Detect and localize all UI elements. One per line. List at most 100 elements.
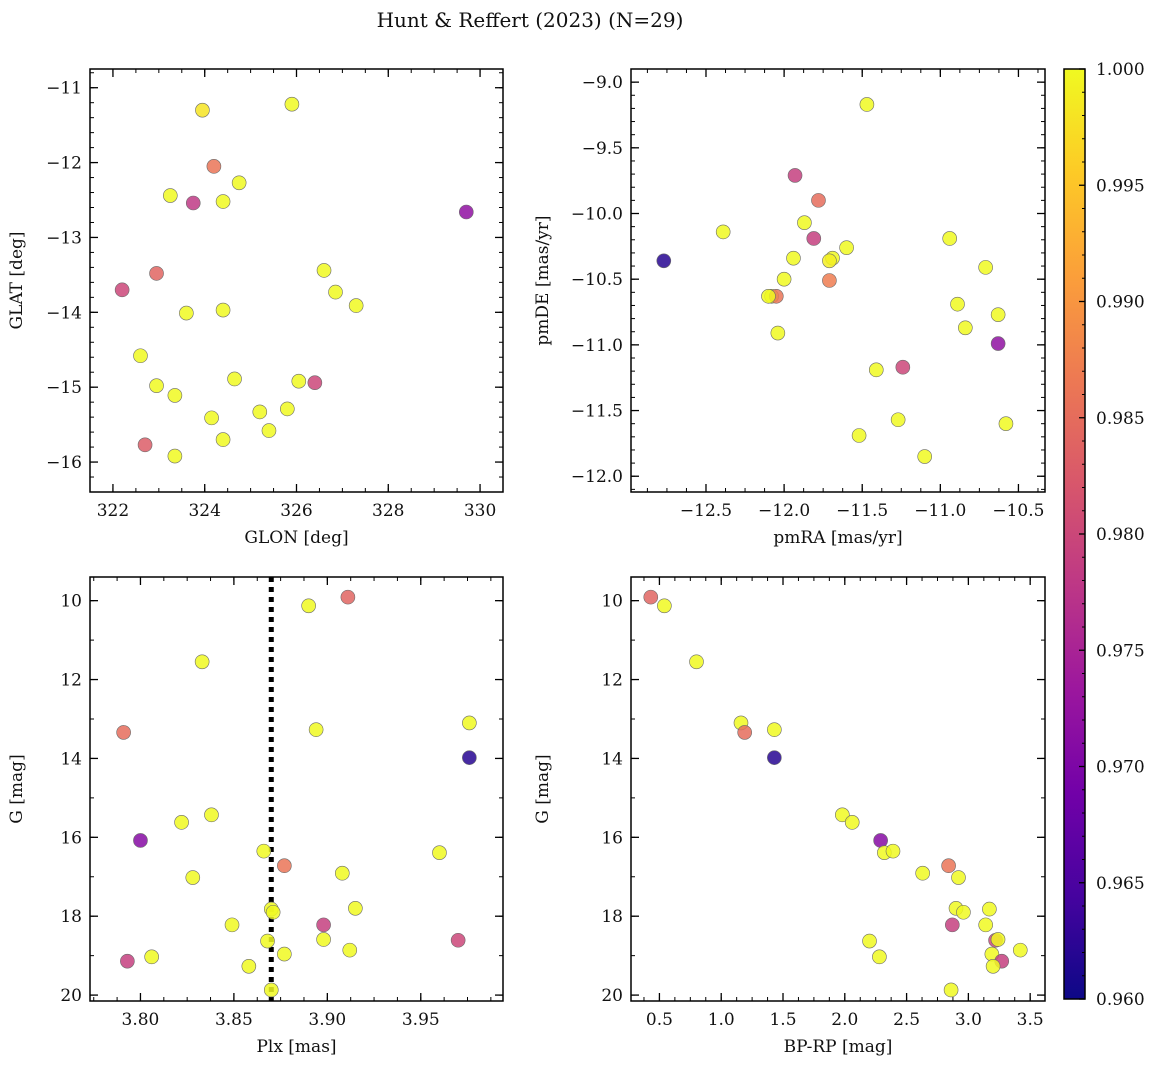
scatter-point	[978, 917, 993, 933]
y-tick-label: −11.0	[571, 336, 623, 356]
scatter-point	[167, 388, 183, 403]
colorbar-tick-label: 1.000	[1096, 60, 1145, 80]
scatter-point	[194, 654, 210, 670]
scatter-point	[917, 449, 933, 464]
x-tick-label: 3.90	[308, 1010, 346, 1030]
scatter-point	[120, 953, 135, 969]
scatter-points	[643, 589, 1028, 998]
scatter-point	[308, 722, 324, 737]
x-tick-label: 326	[280, 501, 312, 521]
scatter-point	[941, 858, 956, 874]
x-tick-label: −11.0	[914, 501, 966, 521]
axes-frame	[89, 68, 504, 493]
scatter-point	[328, 284, 343, 300]
scatter-point	[990, 932, 1006, 947]
scatter-point	[1012, 942, 1028, 958]
y-tick-label: −15	[46, 378, 82, 398]
scatter-point	[174, 815, 189, 830]
scatter-point	[797, 215, 812, 230]
scatter-point	[277, 858, 292, 874]
colorbar-tick-label: 0.960	[1096, 990, 1145, 1010]
scatter-point	[204, 807, 219, 823]
scatter-point	[895, 359, 911, 375]
y-axis-label: G [mag]	[7, 754, 27, 823]
colorbar-tick-label: 0.990	[1096, 293, 1145, 313]
x-tick-label: 3.0	[955, 1010, 982, 1030]
scatter-point	[978, 260, 993, 275]
scatter-point	[179, 305, 194, 321]
x-tick-label: −10.5	[992, 501, 1044, 521]
scatter-point	[643, 589, 659, 605]
scatter-point	[956, 904, 971, 920]
scatter-point	[945, 917, 960, 933]
scatter-point	[116, 725, 131, 740]
scatter-point	[786, 250, 801, 266]
scatter-point	[872, 949, 887, 965]
scatter-point	[215, 302, 231, 318]
scatter-point	[260, 933, 275, 949]
x-tick-label: 330	[464, 501, 496, 521]
scatter-point	[280, 401, 295, 417]
scatter-point	[873, 833, 888, 848]
x-tick-label: −11.5	[836, 501, 888, 521]
x-tick-label: 2.5	[893, 1010, 920, 1030]
scatter-point	[656, 253, 672, 269]
scatter-point	[167, 448, 183, 464]
minor-ticks	[90, 577, 503, 1001]
x-tick-label: 322	[97, 501, 129, 521]
scatter-points	[656, 97, 1014, 464]
scatter-point	[859, 97, 875, 112]
y-tick-label: −12	[46, 154, 82, 174]
scatter-point	[811, 193, 826, 208]
scatter-point	[133, 348, 148, 364]
scatter-point	[657, 598, 672, 614]
y-tick-label: −14	[46, 303, 82, 323]
y-axis-label: pmDE [mas/yr]	[533, 215, 553, 345]
x-tick-label: 3.80	[122, 1010, 160, 1030]
x-axis-label: pmRA [mas/yr]	[773, 528, 902, 548]
scatter-point	[787, 168, 803, 183]
scatter-point	[951, 870, 966, 885]
scatter-point	[185, 195, 201, 211]
scatter-point	[767, 750, 782, 765]
y-tick-label: −9.0	[582, 73, 623, 93]
colorbar-tick-label: 0.970	[1096, 758, 1145, 778]
scatter-point	[851, 428, 867, 443]
scatter-point	[990, 336, 1006, 351]
minor-ticks	[631, 577, 1045, 1001]
scatter-point	[256, 843, 272, 859]
scatter-point	[149, 266, 164, 281]
scatter-point	[985, 958, 1001, 974]
scatter-point	[252, 404, 268, 420]
y-tick-label: 12	[601, 671, 623, 691]
scatter-point	[776, 271, 792, 287]
y-tick-label: −16	[46, 453, 82, 473]
x-tick-label: 0.5	[646, 1010, 673, 1030]
minor-ticks	[89, 69, 504, 492]
scatter-point	[133, 833, 148, 848]
x-axis-label: BP-RP [mag]	[784, 1037, 893, 1057]
scatter-point	[301, 598, 316, 614]
colorbar: 0.960 0.965 0.970 0.975 0.980 0.985 0.990 0.995…	[1063, 60, 1145, 1010]
scatter-point	[227, 371, 242, 387]
scatter-point	[185, 870, 201, 885]
y-tick-label: 12	[60, 671, 82, 691]
scatter-point	[195, 102, 210, 118]
scatter-point	[241, 958, 257, 974]
y-tick-label: −11.5	[571, 402, 623, 422]
scatter-point	[114, 282, 130, 298]
scatter-point	[215, 432, 231, 447]
scatter-point	[206, 159, 222, 174]
scatter-point	[224, 917, 240, 933]
scatter-point	[284, 96, 300, 112]
scatter-point	[307, 375, 323, 390]
scatter-point	[689, 654, 704, 670]
scatter-point	[334, 865, 350, 881]
y-tick-label: −9.5	[582, 139, 623, 159]
scatter-point	[215, 194, 231, 209]
scatter-point	[432, 845, 447, 860]
scatter-point	[348, 901, 363, 916]
colorbar-tick-label: 0.985	[1096, 409, 1145, 429]
scatter-point	[844, 815, 860, 830]
